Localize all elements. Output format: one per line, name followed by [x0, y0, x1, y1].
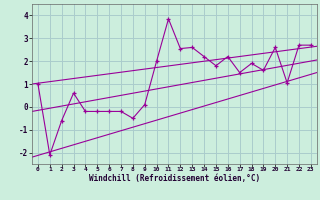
- X-axis label: Windchill (Refroidissement éolien,°C): Windchill (Refroidissement éolien,°C): [89, 174, 260, 183]
